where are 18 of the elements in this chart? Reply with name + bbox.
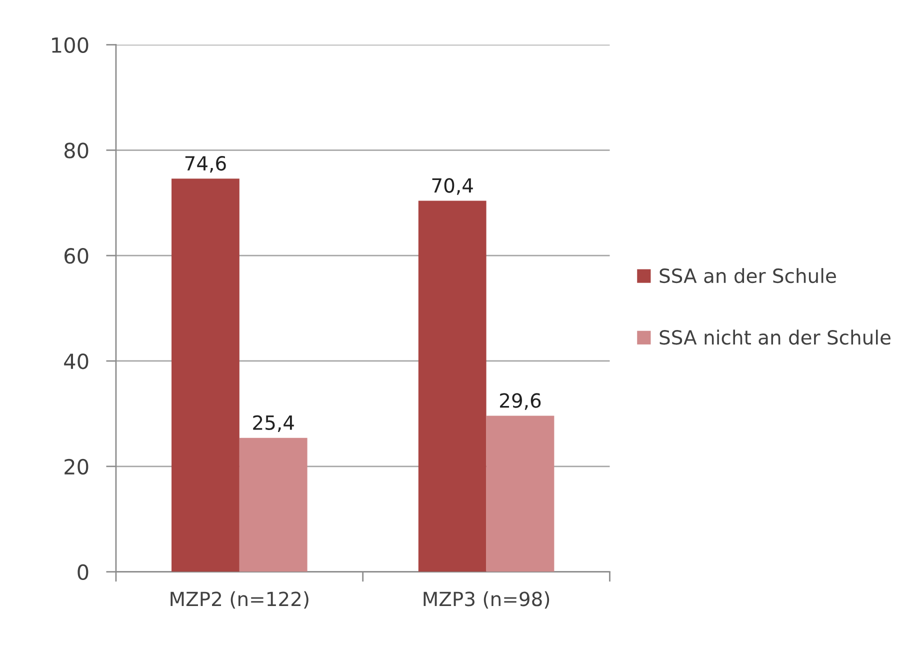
data-label: 74,6: [185, 156, 226, 173]
y-tick-label: 100: [52, 37, 88, 53]
y-tick-label: 20: [64, 458, 88, 475]
data-label: 70,4: [432, 178, 473, 195]
bar: [239, 438, 308, 572]
y-tick-label: 60: [64, 248, 88, 264]
legend-label: SSA nicht an der Schule: [660, 330, 890, 345]
y-tick-label: 80: [64, 142, 88, 158]
x-tick-label: MZP2 (n=122): [170, 591, 308, 609]
y-tick-label: 40: [64, 353, 88, 370]
data-label: 25,4: [253, 415, 294, 432]
legend-label: SSA an der Schule: [660, 268, 836, 284]
data-label: 29,6: [500, 393, 541, 410]
bar: [418, 200, 486, 572]
bar: [172, 178, 240, 572]
bar: [486, 416, 554, 572]
y-tick-label: 0: [78, 564, 88, 580]
x-tick-label: MZP3 (n=98): [424, 591, 550, 609]
